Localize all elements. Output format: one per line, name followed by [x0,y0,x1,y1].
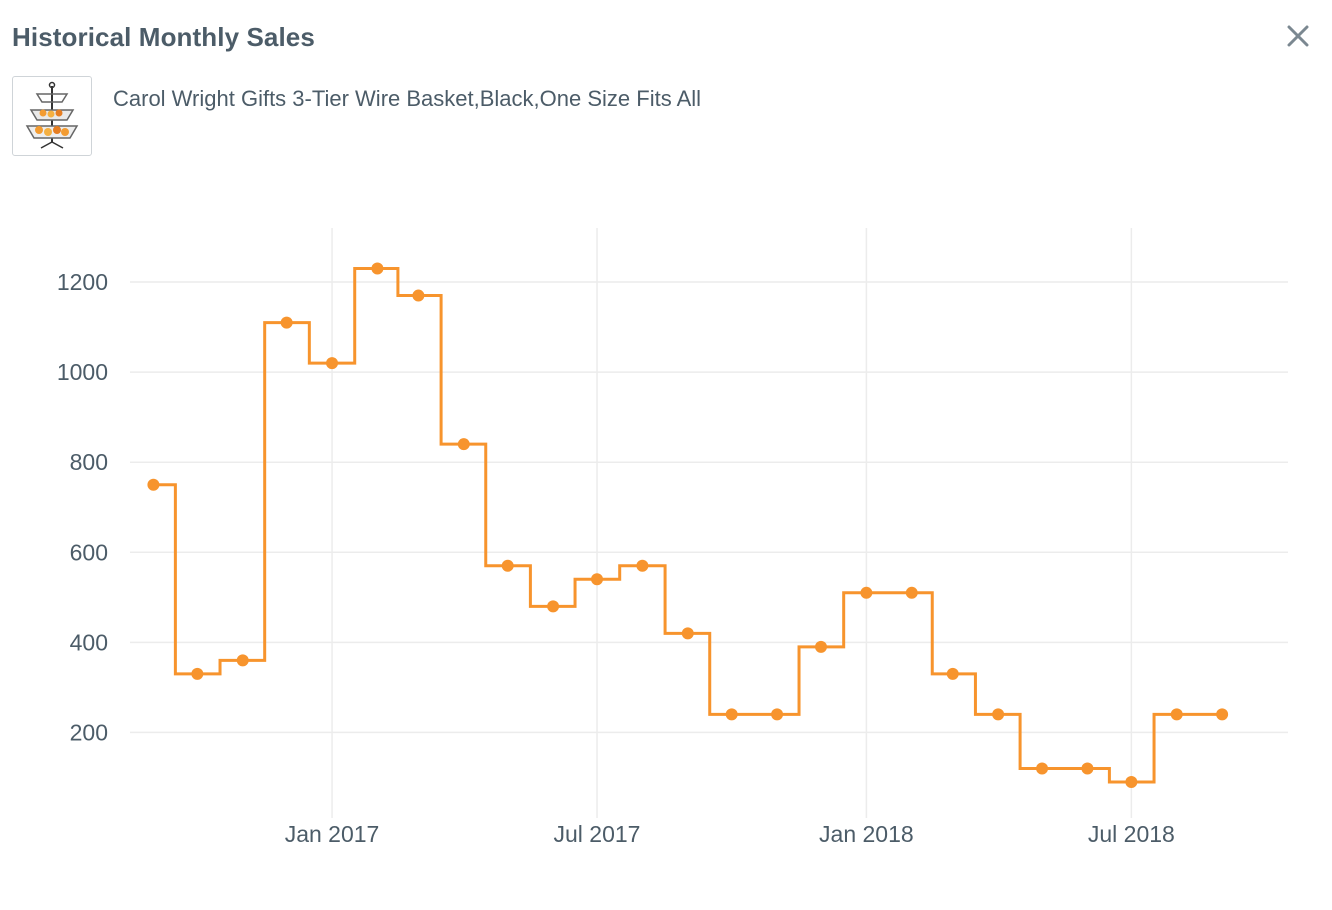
data-point[interactable] [1216,708,1229,721]
y-tick-label: 400 [70,629,108,655]
data-point[interactable] [1036,762,1049,775]
data-point[interactable] [280,316,293,329]
data-point[interactable] [547,600,560,613]
data-points [147,262,1229,788]
data-point[interactable] [501,559,514,572]
x-tick-label: Jul 2017 [554,821,641,847]
y-tick-label: 1200 [57,269,108,295]
close-button[interactable] [1282,20,1314,52]
data-point[interactable] [905,586,918,599]
data-point[interactable] [681,627,694,640]
grid-lines [130,228,1288,818]
sales-step-line [153,267,1223,784]
data-point[interactable] [147,478,160,491]
data-point[interactable] [1125,775,1138,788]
x-axis-ticks: Jan 2017 Jul 2017 Jan 2018 Jul 2018 [285,821,1175,847]
y-tick-label: 800 [70,449,108,475]
y-tick-label: 200 [70,719,108,745]
x-tick-label: Jul 2018 [1088,821,1175,847]
data-point[interactable] [236,654,249,667]
product-thumbnail [12,76,92,156]
y-tick-label: 600 [70,539,108,565]
data-point[interactable] [636,559,649,572]
data-point[interactable] [1081,762,1094,775]
data-point[interactable] [591,573,604,586]
product-name: Carol Wright Gifts 3-Tier Wire Basket,Bl… [113,86,702,111]
three-tier-basket-image [25,81,79,149]
data-point[interactable] [992,708,1005,721]
data-point[interactable] [725,708,738,721]
data-point[interactable] [457,438,470,451]
data-point[interactable] [860,586,873,599]
data-point[interactable] [814,640,827,653]
close-icon [1287,25,1309,47]
x-tick-label: Jan 2018 [819,821,914,847]
data-point[interactable] [191,667,204,680]
modal-title: Historical Monthly Sales [12,22,315,52]
data-point[interactable] [946,667,959,680]
data-point[interactable] [326,357,339,370]
y-tick-label: 1000 [57,359,108,385]
data-point[interactable] [771,708,784,721]
data-point[interactable] [1170,708,1183,721]
x-tick-label: Jan 2017 [285,821,380,847]
data-point[interactable] [371,262,384,275]
y-axis-ticks: 200 400 600 800 1000 1200 [57,269,108,745]
data-point[interactable] [412,289,425,302]
